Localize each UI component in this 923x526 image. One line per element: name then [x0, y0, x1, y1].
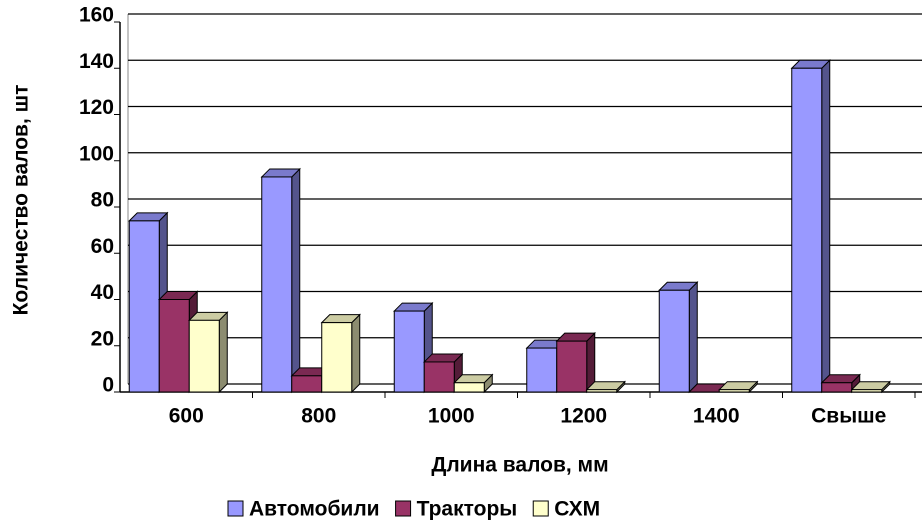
bar [658, 289, 690, 393]
bar [453, 382, 485, 393]
bar [851, 389, 883, 393]
bar-side [291, 167, 301, 394]
legend-swatch [395, 500, 412, 517]
legend-swatch [532, 500, 549, 517]
bar-side [688, 281, 698, 394]
y-tick-label: 0 [102, 374, 114, 397]
y-tick-label: 100 [79, 142, 114, 165]
bar [291, 375, 323, 393]
bar [158, 299, 190, 393]
x-tick-label: Свыше [811, 405, 886, 428]
bar-side [351, 313, 361, 394]
legend-label: СХМ [554, 498, 600, 521]
y-tick-label: 120 [79, 96, 114, 119]
legend-label: Тракторы [417, 498, 518, 521]
bar [586, 389, 618, 393]
bar-side [218, 311, 228, 394]
bar [188, 319, 220, 393]
bar [791, 67, 823, 393]
bar [821, 382, 853, 393]
x-tick-label: 1200 [560, 405, 607, 428]
bar [423, 361, 455, 393]
x-tick-label: 1400 [693, 405, 740, 428]
y-tick-label: 20 [91, 327, 114, 350]
bar [321, 322, 353, 393]
x-tick-label: 800 [301, 405, 336, 428]
bar [128, 220, 160, 393]
x-axis-title: Длина валов, мм [431, 454, 608, 477]
y-tick-label: 40 [91, 281, 114, 304]
bar [526, 347, 558, 393]
y-tick-label: 80 [91, 189, 114, 212]
y-axis-title: Количество валов, шт [10, 85, 33, 316]
legend-label: Автомобили [249, 498, 380, 521]
y-tick-label: 140 [79, 50, 114, 73]
bar [261, 176, 293, 393]
x-tick-label: 600 [169, 405, 204, 428]
bar [393, 310, 425, 393]
bar-side [821, 59, 831, 394]
legend-swatch [227, 500, 244, 517]
x-tick-label: 1000 [428, 405, 475, 428]
y-tick-label: 60 [91, 235, 114, 258]
y-tick-label: 160 [79, 4, 114, 27]
bar [718, 389, 750, 393]
bar [556, 340, 588, 393]
